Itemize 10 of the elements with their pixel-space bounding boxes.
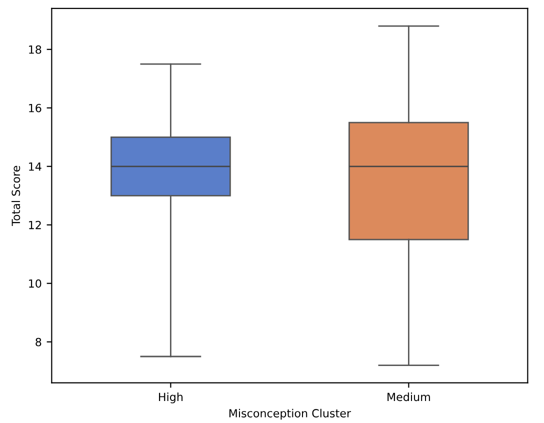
y-tick-label: 18	[29, 45, 42, 54]
y-tick-label: 16	[29, 104, 42, 112]
x-tick-label: Medium	[388, 392, 430, 402]
y-axis-title: Total Score	[12, 166, 20, 226]
x-axis-title: Misconception Cluster	[229, 408, 352, 420]
y-tick-label: 14	[29, 162, 42, 171]
y-tick-label: 10	[29, 279, 42, 288]
x-tick-label: High	[159, 392, 183, 404]
y-tick-label: 12	[29, 220, 41, 230]
y-tick-label: 8	[36, 338, 42, 346]
